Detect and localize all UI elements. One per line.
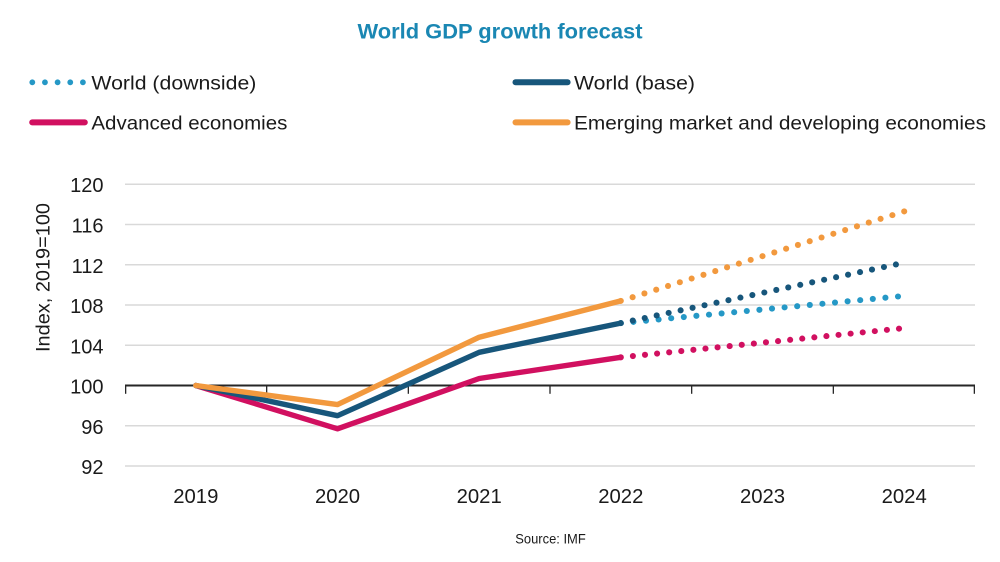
svg-text:Advanced economies: Advanced economies <box>91 113 287 135</box>
svg-text:Index, 2019=100: Index, 2019=100 <box>33 203 55 352</box>
svg-text:2019: 2019 <box>173 486 218 508</box>
svg-text:World (base): World (base) <box>574 73 695 95</box>
svg-text:Emerging market and developing: Emerging market and developing economies <box>574 113 986 135</box>
svg-text:120: 120 <box>70 175 103 197</box>
svg-text:Source: IMF: Source: IMF <box>515 531 586 547</box>
svg-text:108: 108 <box>70 296 103 318</box>
svg-text:116: 116 <box>72 216 104 238</box>
svg-text:2024: 2024 <box>882 486 927 508</box>
svg-text:2023: 2023 <box>740 486 785 508</box>
svg-text:2021: 2021 <box>457 486 502 508</box>
svg-text:2020: 2020 <box>315 486 360 508</box>
svg-text:92: 92 <box>81 457 103 479</box>
svg-text:104: 104 <box>70 336 103 358</box>
svg-text:100: 100 <box>70 377 103 399</box>
svg-text:112: 112 <box>72 256 104 278</box>
svg-text:World (downside): World (downside) <box>91 73 256 95</box>
svg-text:96: 96 <box>81 417 103 439</box>
svg-text:World GDP growth forecast: World GDP growth forecast <box>358 20 643 44</box>
svg-text:2022: 2022 <box>598 486 643 508</box>
